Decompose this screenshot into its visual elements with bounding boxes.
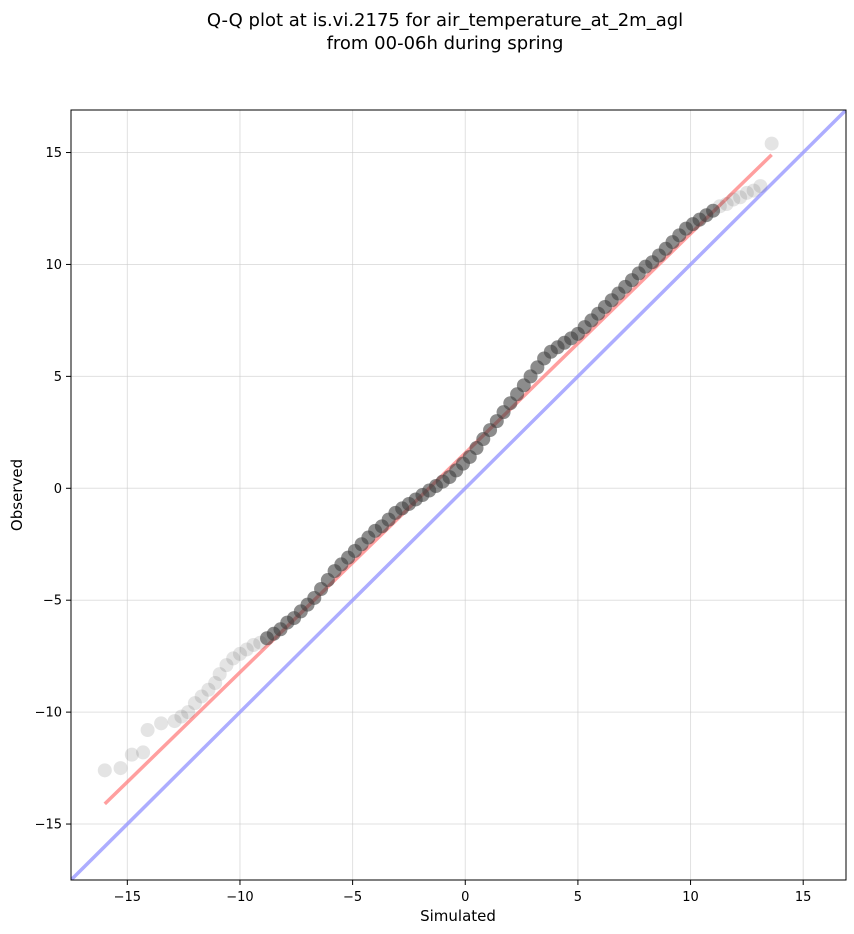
x-tick-label: 10 [682, 890, 699, 905]
data-point [136, 745, 151, 760]
data-point [194, 689, 209, 704]
y-axis-label: Observed [8, 459, 26, 531]
x-tick-label: 0 [461, 890, 469, 905]
data-point [226, 651, 241, 666]
data-point [764, 136, 779, 151]
y-tick-label: −10 [35, 706, 62, 721]
data-point [187, 696, 202, 711]
data-point [719, 197, 734, 212]
data-point [113, 761, 128, 776]
data-point [753, 179, 768, 194]
scatter-points [97, 136, 779, 778]
data-point [174, 709, 189, 724]
y-tick-label: 5 [54, 370, 62, 385]
y-tick-label: 0 [54, 482, 62, 497]
data-point [739, 185, 754, 200]
x-tick-label: 15 [795, 890, 812, 905]
plot-marks [71, 110, 846, 880]
data-point [219, 658, 234, 673]
plot-frame [70, 109, 847, 881]
chart-title-line-2: from 00-06h during spring [327, 33, 564, 54]
data-point [212, 667, 227, 682]
data-point [726, 192, 741, 207]
data-point [746, 183, 761, 198]
data-point [208, 676, 223, 691]
y-tick-label: 10 [45, 258, 62, 273]
data-point [97, 763, 112, 778]
data-point [246, 637, 261, 652]
x-axis-label: Simulated [420, 907, 496, 925]
data-point [201, 682, 216, 697]
x-tick-label: −10 [226, 890, 253, 905]
data-point [232, 646, 247, 661]
data-point [124, 747, 139, 762]
data-point [181, 705, 196, 720]
x-tick-label: −5 [343, 890, 362, 905]
y-tick-label: −5 [43, 594, 62, 609]
data-point [239, 642, 254, 657]
identity-line [71, 110, 846, 880]
chart-title-line-1: Q-Q plot at is.vi.2175 for air_temperatu… [207, 10, 683, 31]
x-tick-label: −15 [114, 890, 141, 905]
x-axis-ticks: −15 −10 −5 0 5 10 15 [114, 880, 812, 905]
x-tick-label: 5 [574, 890, 582, 905]
data-point [712, 199, 727, 214]
data-point [154, 716, 169, 731]
y-tick-label: 15 [45, 146, 62, 161]
data-point [140, 723, 155, 738]
data-point [167, 714, 182, 729]
data-point [706, 203, 721, 218]
y-axis-ticks: −15 −10 −5 0 5 10 15 [35, 146, 71, 833]
grid-lines [71, 110, 846, 880]
y-tick-label: −15 [35, 818, 62, 833]
data-point [733, 190, 748, 205]
